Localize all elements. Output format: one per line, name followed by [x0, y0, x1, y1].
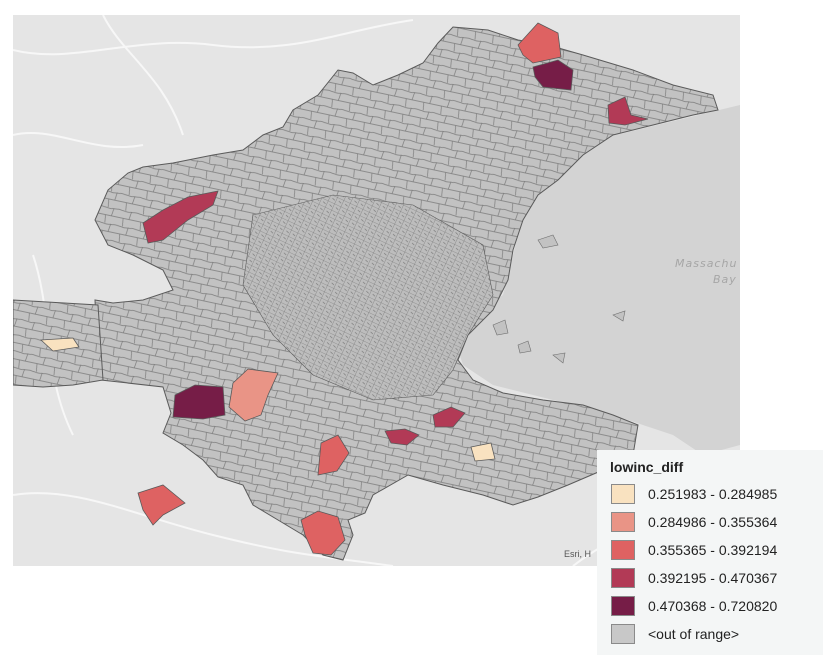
legend-item: 0.355365 - 0.392194 — [611, 539, 777, 561]
legend-label: 0.392195 - 0.470367 — [648, 570, 778, 586]
tract-class-2 — [317, 434, 350, 476]
map-attribution: Esri, H — [564, 549, 591, 559]
legend-swatch — [611, 512, 635, 532]
legend-swatch — [611, 540, 635, 560]
tract-class-4 — [172, 384, 226, 420]
tract-class-3 — [607, 96, 649, 126]
legend-item: 0.284986 - 0.355364 — [611, 511, 777, 533]
tract-class-2 — [300, 510, 346, 556]
legend-label: 0.284986 - 0.355364 — [648, 514, 778, 530]
tract-class-1 — [228, 368, 279, 422]
basemap-roads — [13, 15, 740, 566]
tract-class-0 — [470, 442, 496, 462]
water-label-line1: Massachu — [675, 257, 738, 270]
legend-label: 0.251983 - 0.284985 — [648, 486, 778, 502]
tract-class-2 — [517, 22, 562, 64]
tract-class-3 — [384, 428, 420, 446]
legend-swatch — [611, 596, 635, 616]
tract-class-3 — [142, 190, 219, 244]
legend-item: 0.251983 - 0.284985 — [611, 483, 777, 505]
legend-label: <out of range> — [648, 626, 740, 642]
harbor-islands — [492, 234, 626, 364]
water-label-line-2: Bay — [713, 273, 737, 286]
legend-swatch — [611, 624, 635, 644]
legend-label: 0.470368 - 0.720820 — [648, 598, 778, 614]
highlighted-tracts[interactable] — [40, 22, 649, 556]
map-canvas[interactable] — [13, 15, 740, 566]
map-view[interactable]: Massachu Bay Esri, H — [13, 15, 740, 566]
tract-class-4 — [532, 59, 574, 91]
tract-class-2 — [137, 484, 186, 526]
legend-swatch — [611, 568, 635, 588]
water-massachusetts-bay — [453, 105, 740, 455]
tract-class-3 — [432, 406, 466, 428]
urban-core-dense-tracts[interactable] — [242, 194, 494, 401]
legend-item: 0.470368 - 0.720820 — [611, 595, 777, 617]
legend-panel: lowinc_diff 0.251983 - 0.284985 0.284986… — [597, 450, 823, 655]
legend-swatch — [611, 484, 635, 504]
tract-class-0 — [40, 337, 80, 352]
legend-title: lowinc_diff — [610, 459, 684, 475]
legend-item: <out of range> — [611, 623, 739, 645]
water-label-line2: Bay — [713, 273, 737, 286]
legend-label: 0.355365 - 0.392194 — [648, 542, 778, 558]
water-label: Massachu — [675, 257, 737, 270]
legend-item: 0.392195 - 0.470367 — [611, 567, 777, 589]
